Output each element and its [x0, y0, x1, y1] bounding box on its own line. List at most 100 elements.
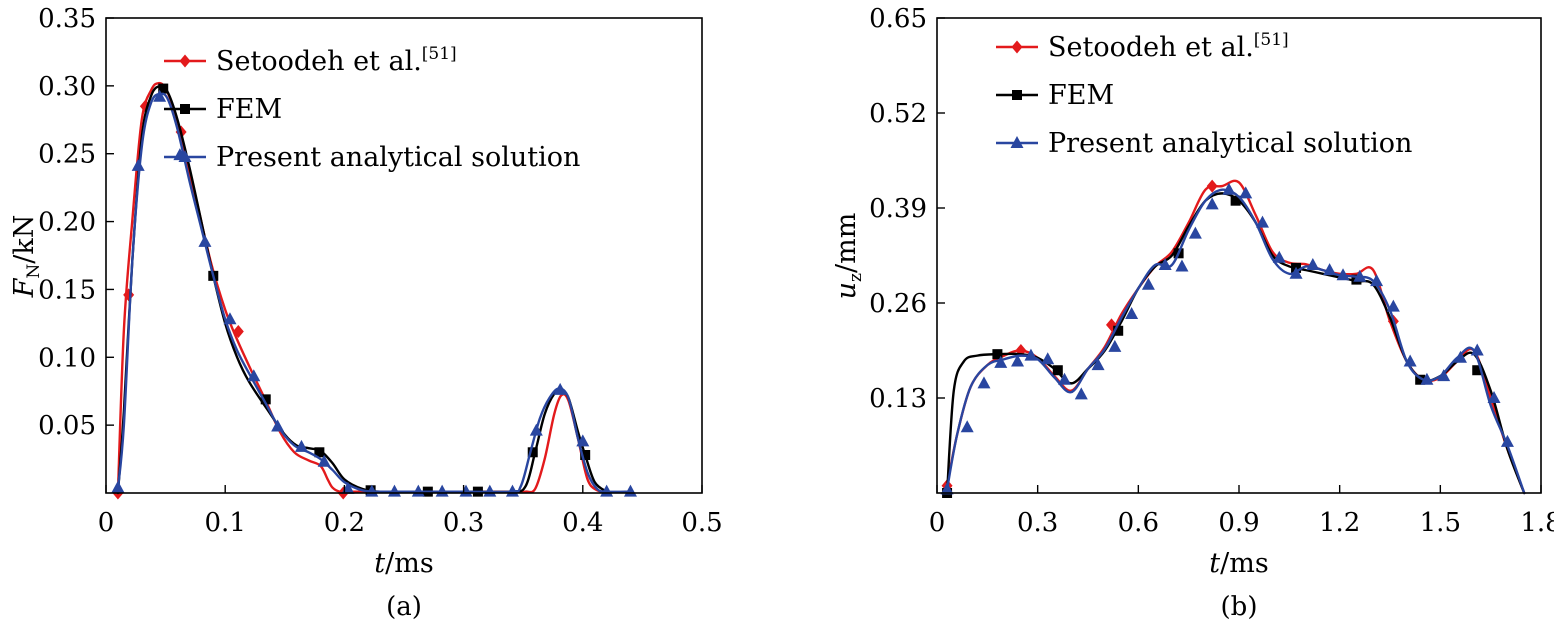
x-tick-label-b-6: 1.8 [1520, 508, 1554, 538]
data-point-b-2-32 [1470, 343, 1484, 356]
data-point-b-2-4 [1011, 354, 1025, 367]
legend-marker-b-0 [1011, 40, 1023, 54]
y-tick-label-b-0: 0.13 [869, 384, 927, 414]
data-point-b-1-9 [1472, 365, 1483, 376]
x-tick-label-b-2: 0.6 [1118, 508, 1159, 538]
data-point-b-2-0 [940, 482, 954, 495]
data-point-b-2-29 [1420, 372, 1434, 385]
data-point-a-2-4 [198, 234, 212, 247]
data-point-a-2-9 [317, 454, 331, 467]
legend-b: Setoodeh et al.[51] FEM Present analytical… [996, 30, 1412, 159]
data-point-b-1-8 [1415, 374, 1426, 385]
legend-marker-a-1 [180, 104, 190, 114]
data-point-b-2-27 [1386, 299, 1400, 312]
data-point-b-2-13 [1158, 258, 1172, 270]
data-point-b-2-30 [1437, 369, 1451, 382]
series-line-b-1 [945, 192, 1526, 495]
data-point-b-2-8 [1074, 387, 1088, 400]
legend-label-b-1: FEM [1048, 80, 1114, 111]
tick-group-a: 0 0.1 0.2 0.3 0.4 0.5 0.05 0.10 0.15 0.20 0.25 0.30… [38, 4, 723, 538]
x-axis-label-b: t/ms [1209, 548, 1268, 579]
data-point-b-2-16 [1205, 197, 1219, 210]
data-point-b-1-5 [1230, 195, 1241, 206]
x-tick-label-a-5: 0.5 [681, 508, 722, 538]
x-tick-label-a-1: 0.1 [205, 508, 246, 538]
data-point-b-2-26 [1370, 274, 1384, 287]
y-axis-label-b: uz/mm [831, 213, 866, 300]
x-tick-label-b-5: 1.5 [1420, 508, 1461, 538]
data-point-b-1-1 [992, 349, 1003, 360]
data-point-b-2-20 [1272, 250, 1286, 263]
data-point-b-2-9 [1091, 358, 1105, 371]
panel-label-a: (a) [386, 592, 422, 622]
data-point-b-2-18 [1239, 186, 1253, 199]
y-axis-label-a: FN/kN [9, 215, 44, 299]
data-point-b-2-15 [1188, 226, 1202, 239]
legend-label-b-2: Present analytical solution [1048, 128, 1412, 159]
x-axis-label-a: t/ms [374, 548, 433, 579]
panel-label-b: (b) [1221, 592, 1258, 622]
data-point-a-2-1 [131, 158, 145, 171]
data-point-a-2-19 [553, 382, 567, 395]
data-point-a-1-3 [314, 447, 325, 458]
data-point-a-2-0 [111, 480, 125, 493]
data-point-b-2-6 [1041, 352, 1055, 365]
y-tick-label-b-1: 0.26 [869, 289, 927, 319]
plot-area-b [940, 179, 1526, 498]
y-tick-label-a-4: 0.25 [38, 140, 96, 170]
data-point-b-2-25 [1353, 269, 1367, 282]
x-tick-label-a-4: 0.4 [562, 508, 603, 538]
y-tick-label-a-2: 0.15 [38, 275, 96, 305]
data-point-b-1-2 [1052, 365, 1063, 376]
chart-panel-b: 0 0.3 0.6 0.9 1.2 1.5 1.80.130.260.390.520.65 … [831, 4, 1554, 622]
y-tick-label-a-5: 0.30 [38, 72, 96, 102]
data-point-a-2-7 [271, 419, 285, 432]
data-point-a-1-8 [580, 450, 591, 460]
data-point-b-2-1 [960, 420, 974, 433]
y-tick-label-a-3: 0.20 [38, 208, 96, 238]
axis-frame-b [936, 17, 1542, 494]
legend-label-b-0: Setoodeh et al.[51] [1048, 30, 1289, 63]
series-line-a-0 [116, 81, 608, 495]
series-line-b-0 [945, 179, 1526, 495]
y-tick-label-a-0: 0.05 [38, 411, 96, 441]
data-point-b-2-21 [1289, 266, 1303, 279]
x-tick-label-a-2: 0.2 [324, 508, 365, 538]
data-point-b-2-7 [1058, 372, 1072, 385]
legend-label-a-0: Setoodeh et al.[51] [216, 44, 457, 77]
legend-marker-b-1 [1012, 90, 1022, 100]
data-point-b-2-5 [1024, 348, 1038, 361]
data-point-b-2-31 [1453, 350, 1467, 363]
legend-marker-b-2 [1010, 136, 1024, 148]
y-tick-label-a-1: 0.10 [38, 343, 96, 373]
data-point-a-2-20 [576, 434, 590, 447]
data-point-b-2-23 [1323, 263, 1337, 276]
data-point-b-2-28 [1403, 354, 1417, 367]
tick-group-b: 0 0.3 0.6 0.9 1.2 1.5 1.8 0.13 0.26 0.39 0.52 0.65 [869, 4, 1554, 538]
data-point-b-2-24 [1336, 268, 1350, 281]
x-tick-label-a-0: 0 [98, 508, 115, 538]
x-tick-label-b-1: 0.3 [1017, 508, 1058, 538]
data-point-b-2-14 [1175, 259, 1189, 272]
data-point-a-2-2 [153, 89, 167, 102]
data-point-a-1-7 [527, 447, 538, 458]
data-point-a-2-5 [223, 312, 237, 325]
y-tick-label-b-4: 0.65 [869, 4, 927, 34]
data-point-b-2-2 [977, 376, 991, 389]
data-point-b-2-17 [1222, 182, 1236, 195]
axis-frame-a [105, 17, 703, 494]
data-point-a-2-6 [247, 369, 261, 382]
x-tick-label-b-4: 1.2 [1319, 508, 1360, 538]
series-line-b-2 [945, 188, 1526, 495]
legend-label-a-2: Present analytical solution [216, 142, 580, 173]
legend-marker-a-0 [179, 54, 191, 68]
data-point-b-2-19 [1255, 215, 1269, 228]
data-point-b-2-34 [1500, 434, 1514, 447]
data-point-b-0-3 [1206, 179, 1218, 193]
data-point-a-1-2 [260, 394, 271, 405]
data-point-a-2-18 [529, 423, 543, 436]
data-point-b-2-22 [1306, 258, 1320, 270]
x-tick-label-b-0: 0 [929, 508, 946, 538]
chart-panel-a: 0 0.1 0.2 0.3 0.4 0.5 0.05 0.10 0.15 0.20 0.25 0.30… [9, 4, 723, 622]
